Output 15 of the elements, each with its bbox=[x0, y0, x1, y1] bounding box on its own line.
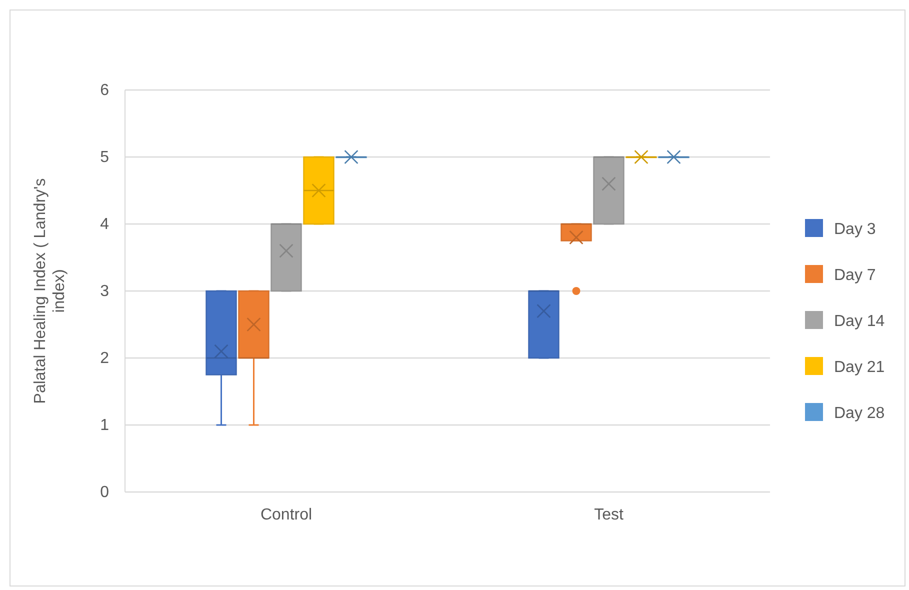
legend-label: Day 3 bbox=[834, 221, 876, 238]
y-tick-label: 6 bbox=[100, 82, 110, 100]
y-tick-label: 2 bbox=[100, 350, 110, 368]
y-tick-label: 4 bbox=[100, 216, 110, 234]
y-tick-label: 3 bbox=[100, 283, 110, 300]
x-tick-label: Test bbox=[594, 506, 624, 524]
y-tick-label: 0 bbox=[100, 484, 110, 502]
x-tick-label: Control bbox=[260, 506, 312, 524]
y-axis-title: Palatal Healing Index ( Landry's index) bbox=[32, 178, 68, 404]
y-tick-label: 1 bbox=[100, 417, 110, 434]
legend-label: Day 14 bbox=[834, 313, 885, 330]
y-tick-label: 5 bbox=[100, 149, 110, 166]
legend-label: Day 28 bbox=[834, 405, 885, 422]
legend-label: Day 7 bbox=[834, 267, 876, 284]
legend-label: Day 21 bbox=[834, 359, 885, 376]
